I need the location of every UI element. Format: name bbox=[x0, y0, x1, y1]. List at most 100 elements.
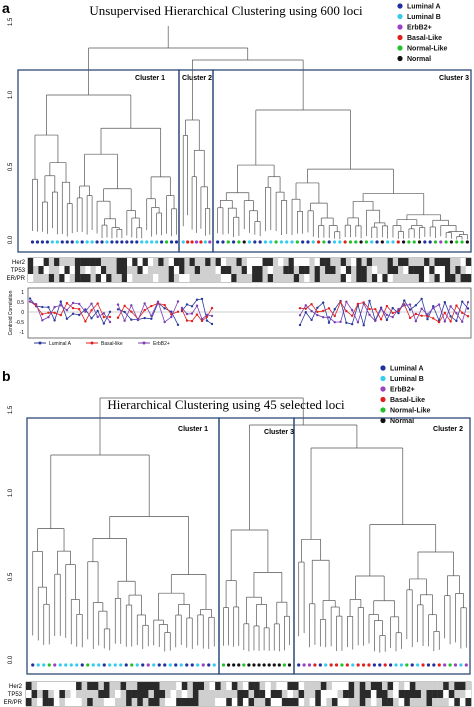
track-cell bbox=[131, 682, 138, 690]
track-cell bbox=[85, 258, 91, 266]
track-cell bbox=[231, 266, 237, 274]
sample-dot bbox=[443, 663, 447, 667]
track-cell bbox=[37, 690, 43, 698]
centroid-point bbox=[362, 323, 365, 327]
track-cell bbox=[109, 698, 116, 706]
track-cell bbox=[370, 682, 377, 690]
sample-dot bbox=[150, 240, 154, 244]
centroid-point bbox=[90, 302, 93, 305]
centroid-point bbox=[90, 309, 93, 312]
sample-dot bbox=[35, 240, 40, 244]
track-cell bbox=[270, 690, 277, 698]
track-cell bbox=[242, 690, 249, 698]
track-cell bbox=[189, 258, 195, 266]
panel-a-legend: Luminal A Luminal B ErbB2+ Basal-Like Normal… bbox=[397, 3, 448, 63]
panel-a-sample-dots bbox=[30, 240, 469, 244]
sample-dot bbox=[380, 240, 384, 244]
track-cell bbox=[343, 698, 349, 706]
track-cell bbox=[90, 266, 96, 274]
sample-dot bbox=[102, 663, 106, 667]
centroid-point bbox=[345, 300, 348, 303]
track-cell bbox=[460, 266, 466, 274]
track-cell bbox=[109, 690, 116, 698]
track-cell bbox=[231, 698, 238, 706]
track-cell bbox=[281, 690, 288, 698]
sample-dot bbox=[348, 240, 353, 244]
track-cell bbox=[459, 690, 466, 698]
track-cell bbox=[209, 682, 216, 690]
sample-dot bbox=[401, 240, 406, 244]
sample-dot bbox=[212, 663, 216, 667]
track-cell bbox=[298, 698, 305, 706]
track-cell bbox=[158, 266, 164, 274]
track-cell bbox=[403, 274, 409, 282]
track-cell bbox=[370, 698, 377, 706]
track-cell bbox=[331, 690, 338, 698]
track-cell bbox=[179, 266, 185, 274]
track-cell bbox=[43, 274, 50, 282]
track-cell bbox=[320, 682, 327, 690]
centroid-point bbox=[414, 320, 418, 323]
track-cell bbox=[309, 682, 316, 690]
centroid-point bbox=[461, 300, 464, 303]
track-cell bbox=[314, 258, 321, 266]
track-cell bbox=[127, 258, 133, 266]
sample-dot bbox=[60, 240, 64, 244]
track-cell bbox=[426, 690, 433, 698]
track-cell bbox=[314, 266, 321, 274]
track-cell bbox=[408, 274, 414, 282]
sample-dot bbox=[432, 663, 436, 667]
track-cell bbox=[204, 690, 210, 698]
centroid-point bbox=[200, 317, 204, 321]
track-label: Her2 bbox=[12, 260, 26, 266]
track-cell bbox=[309, 258, 315, 266]
track-cell bbox=[387, 258, 394, 266]
track-cell bbox=[54, 274, 60, 282]
track-cell bbox=[270, 682, 277, 690]
track-cell bbox=[337, 682, 344, 690]
track-cell bbox=[142, 274, 149, 282]
centroid-point bbox=[205, 319, 209, 322]
sample-dot bbox=[31, 663, 35, 667]
track-cell bbox=[168, 266, 175, 274]
sample-dot bbox=[274, 240, 278, 244]
centroid-point bbox=[123, 310, 126, 314]
track-cell bbox=[87, 682, 93, 690]
track-cell bbox=[153, 274, 159, 282]
sample-dot bbox=[237, 663, 241, 667]
track-cell bbox=[106, 274, 112, 282]
centroid-point bbox=[200, 319, 204, 323]
sample-dot bbox=[306, 240, 310, 244]
sample-dot bbox=[146, 663, 150, 667]
track-cell bbox=[330, 274, 336, 282]
track-cell bbox=[48, 690, 55, 698]
centroid-point bbox=[130, 318, 133, 321]
centroid-point bbox=[368, 313, 371, 317]
track-cell bbox=[351, 274, 357, 282]
track-cell bbox=[43, 266, 50, 274]
track-cell bbox=[241, 274, 248, 282]
track-cell bbox=[459, 682, 466, 690]
track-cell bbox=[38, 258, 44, 266]
track-cell bbox=[59, 682, 66, 690]
track-cell bbox=[103, 698, 110, 706]
track-cell bbox=[288, 274, 294, 282]
panel-b-y-tick: 0.0 bbox=[8, 655, 14, 664]
sample-dot bbox=[361, 663, 366, 667]
track-cell bbox=[192, 682, 199, 690]
track-cell bbox=[159, 682, 166, 690]
track-cell bbox=[181, 690, 188, 698]
centroid-point bbox=[403, 304, 406, 307]
track-cell bbox=[142, 698, 149, 706]
track-cell bbox=[335, 274, 341, 282]
track-cell bbox=[137, 266, 143, 274]
sample-dot bbox=[157, 663, 161, 667]
track-cell bbox=[434, 266, 440, 274]
track-cell bbox=[354, 690, 360, 698]
sample-dot bbox=[50, 240, 54, 244]
track-cell bbox=[215, 682, 221, 690]
centroid-point bbox=[345, 321, 348, 324]
track-cell bbox=[272, 258, 279, 266]
sample-dot bbox=[332, 240, 337, 244]
track-cell bbox=[142, 258, 149, 266]
